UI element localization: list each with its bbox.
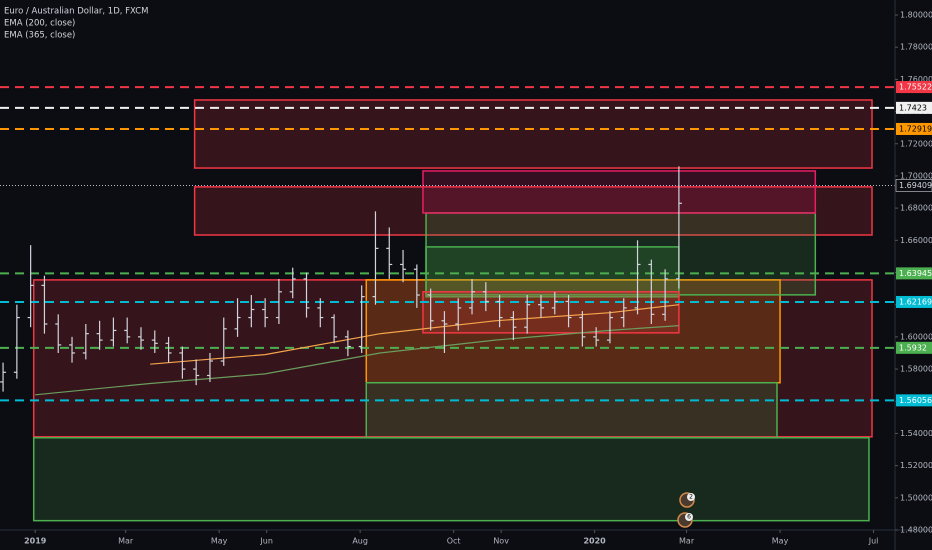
y-tick-label: 1.66000 <box>900 236 932 245</box>
y-tick-label: 1.72000 <box>900 139 932 148</box>
zone <box>193 186 873 236</box>
y-tick-label: 1.70000 <box>900 171 932 180</box>
level-label: 1.62169 <box>899 297 932 306</box>
level-label: 1.75522 <box>899 83 932 92</box>
x-tick-label: Jun <box>259 537 273 546</box>
level-tag <box>896 101 932 114</box>
level-label: 1.5932 <box>899 343 927 352</box>
x-tick-label: Nov <box>493 537 509 546</box>
x-tick-label: Mar <box>679 537 695 546</box>
y-tick-label: 1.80000 <box>900 11 932 20</box>
x-tick-label: Jul <box>868 537 879 546</box>
level-tag <box>896 81 932 94</box>
zone <box>365 381 778 439</box>
y-tick-label: 1.78000 <box>900 43 932 52</box>
level-label: 1.72919 <box>899 124 932 133</box>
level-tag <box>896 122 932 135</box>
x-tick-label: May <box>211 537 228 546</box>
event-label: 6 <box>687 514 691 521</box>
y-tick-label: 1.54000 <box>900 429 932 438</box>
x-tick-label: Aug <box>352 537 368 546</box>
y-tick-label: 1.76000 <box>900 75 932 84</box>
zone <box>422 291 680 334</box>
y-tick-label: 1.60000 <box>900 332 932 341</box>
zone <box>422 170 817 214</box>
zone <box>425 246 680 298</box>
zone <box>32 437 870 522</box>
chart-title: Euro / Australian Dollar, 1D, FXCM <box>4 7 149 17</box>
event-label: 2 <box>689 494 693 501</box>
level-tag <box>896 394 932 407</box>
level-label: 1.7423 <box>899 103 927 112</box>
x-tick-label: Oct <box>447 537 461 546</box>
x-tick-label: May <box>772 537 789 546</box>
level-label: 1.63945 <box>899 269 932 278</box>
event-badge <box>687 493 695 501</box>
x-tick-label: 2019 <box>24 537 47 546</box>
last-price-tag <box>895 179 932 192</box>
x-tick-label: Mar <box>118 537 134 546</box>
y-tick-label: 1.52000 <box>900 461 932 470</box>
x-tick-label: 2020 <box>583 537 606 546</box>
zone <box>193 99 873 169</box>
zone <box>425 212 817 296</box>
indicator-label: EMA (200, close) <box>4 19 75 29</box>
y-tick-label: 1.58000 <box>900 365 932 374</box>
event-badge <box>685 513 693 521</box>
y-tick-label: 1.48000 <box>900 526 932 535</box>
last-price-label: 1.69409 <box>899 181 932 190</box>
level-tag <box>896 295 932 308</box>
ema-line <box>150 304 679 365</box>
level-tag <box>896 341 932 354</box>
level-tag <box>896 267 932 280</box>
y-tick-label: 1.68000 <box>900 204 932 213</box>
level-label: 1.56056 <box>899 396 932 405</box>
y-tick-label: 1.50000 <box>900 493 932 502</box>
indicator-label: EMA (365, close) <box>4 31 75 41</box>
